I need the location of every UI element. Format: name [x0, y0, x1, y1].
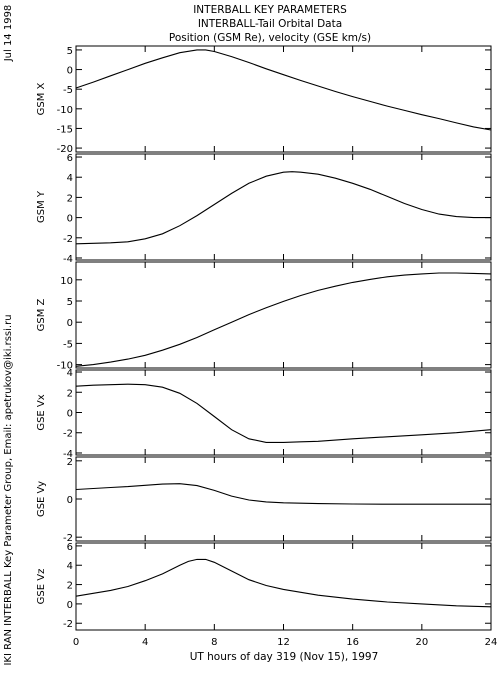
y-tick-label-gsm-z: 5 [67, 297, 73, 308]
panel-frame-gsm-y [75, 153, 492, 261]
y-tick-label-gsm-y: 0 [67, 214, 73, 225]
y-tick-label-gsm-x: -20 [57, 144, 73, 155]
series-line-gsm-z [75, 272, 492, 367]
y-tick-label-gsm-z: 0 [67, 318, 73, 329]
y-axis-label-gsm-x: GSM X [36, 82, 47, 115]
y-axis-label-gse-vy: GSE Vy [36, 481, 47, 517]
y-tick-label-gse-vx: 2 [67, 388, 73, 399]
chart-title-line1: INTERBALL KEY PARAMETERS [193, 4, 347, 16]
y-tick-label-gse-vx: -4 [63, 449, 73, 460]
x-axis-label: UT hours of day 319 (Nov 15), 1997 [190, 651, 379, 663]
x-tick-label: 24 [485, 637, 498, 648]
y-axis-label-gse-vz: GSE Vz [36, 569, 47, 605]
chart-title-line2: INTERBALL-Tail Orbital Data [198, 18, 342, 30]
y-tick-label-gsm-z: -5 [63, 339, 73, 350]
y-tick-label-gse-vz: 4 [67, 561, 73, 572]
x-tick-label: 20 [415, 637, 428, 648]
y-axis-label-gsm-y: GSM Y [36, 190, 47, 223]
side-credit-label: IKI RAN INTERBALL Key Parameter Group, E… [3, 314, 14, 665]
y-tick-label-gse-vy: 2 [67, 457, 73, 468]
series-line-gsm-y [75, 171, 491, 245]
y-tick-label-gsm-x: -5 [63, 85, 73, 96]
x-tick-label: 0 [73, 637, 79, 648]
y-axis-label-gsm-z: GSM Z [36, 298, 47, 331]
y-tick-label-gse-vz: -2 [63, 619, 73, 630]
y-tick-label-gsm-x: -10 [57, 105, 73, 116]
y-tick-label-gsm-y: 6 [67, 153, 73, 164]
y-tick-label-gsm-z: -10 [57, 361, 73, 372]
y-tick-label-gsm-z: 10 [60, 276, 73, 287]
panel-frame-gse-vz [75, 542, 492, 631]
y-axis-label-gse-vx: GSE Vx [36, 394, 47, 430]
y-tick-label-gsm-x: -15 [57, 124, 73, 135]
x-tick-label: 4 [142, 637, 148, 648]
y-tick-label-gse-vx: 0 [67, 409, 73, 420]
panel-frame-gsm-x [75, 45, 492, 153]
series-line-gse-vy [75, 483, 491, 505]
series-line-gse-vz [75, 558, 492, 608]
y-tick-label-gsm-y: 2 [67, 193, 73, 204]
y-tick-label-gsm-y: -2 [63, 234, 73, 245]
series-line-gse-vx [75, 383, 492, 443]
series-line-gsm-x [75, 49, 492, 131]
y-tick-label-gsm-y: 4 [67, 173, 73, 184]
x-tick-label: 12 [277, 637, 290, 648]
y-tick-label-gse-vx: 4 [67, 368, 73, 379]
chart-title-line3: Position (GSM Re), velocity (GSE km/s) [169, 32, 371, 44]
y-tick-label-gse-vy: -2 [63, 533, 73, 544]
x-tick-label: 8 [211, 637, 217, 648]
y-tick-label-gse-vz: 6 [67, 542, 73, 553]
y-tick-label-gse-vz: 0 [67, 600, 73, 611]
panel-frame-gsm-z [75, 261, 492, 369]
y-tick-label-gsm-x: 0 [67, 66, 73, 77]
panel-frame-gse-vy [75, 456, 492, 542]
y-tick-label-gse-vy: 0 [67, 495, 73, 506]
x-tick-label: 16 [346, 637, 359, 648]
y-tick-label-gsm-x: 5 [67, 46, 73, 57]
y-tick-label-gsm-y: -4 [63, 254, 73, 265]
side-date-label: Jul 14 1998 [3, 5, 14, 63]
y-tick-label-gse-vz: 2 [67, 581, 73, 592]
y-tick-label-gse-vx: -2 [63, 429, 73, 440]
